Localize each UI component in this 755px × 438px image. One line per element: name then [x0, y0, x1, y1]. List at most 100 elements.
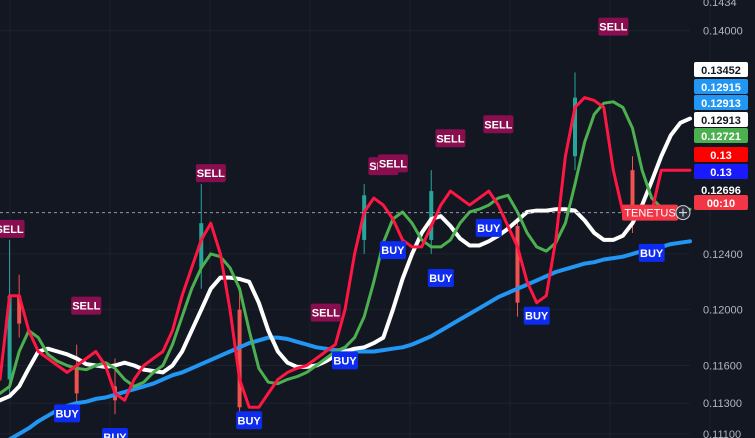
symbol-tag: TENETUS: [622, 204, 691, 221]
buy-signal: BUY: [102, 428, 128, 438]
price-label: 0.13452: [694, 62, 748, 77]
sell-signal: SELL: [377, 154, 408, 173]
price-label: 0.13: [694, 164, 748, 179]
buy-signal: BUY: [54, 404, 81, 423]
price-axis-tick-label: 0.11600: [703, 360, 742, 372]
signal-text: SELL: [72, 301, 100, 313]
signal-box: [598, 17, 629, 36]
price-label-text: 0.12696: [701, 185, 741, 197]
price-label: 0.12696: [694, 182, 748, 197]
price-label-text: 0.12721: [701, 131, 741, 143]
indicator-line-3: [0, 96, 692, 409]
symbol-tag-box: [622, 204, 678, 221]
price-axis-tick-label: 0.12000: [703, 305, 743, 317]
signal-box: [638, 243, 665, 262]
candle-body: [17, 295, 22, 324]
price-label-box: [694, 95, 748, 110]
sell-signal: SELL: [598, 17, 629, 36]
price-label-text: 0.13: [710, 167, 731, 179]
candle-body: [573, 97, 577, 157]
signal-text: BUY: [103, 432, 127, 438]
price-label: 0.13: [694, 147, 748, 162]
price-label-text: 0.13: [710, 150, 731, 162]
signal-box: [475, 218, 502, 237]
signal-text: BUY: [381, 245, 405, 257]
price-label: 0.12721: [694, 128, 748, 143]
signal-box: [236, 411, 263, 430]
signal-text: BUY: [333, 355, 357, 367]
buy-signal: BUY: [332, 351, 358, 370]
signal-text: SELL: [0, 224, 24, 236]
sell-signal: SELL: [435, 129, 466, 148]
signal-box: [377, 154, 408, 173]
signal-box: [71, 296, 102, 315]
candle-body: [429, 191, 434, 240]
buy-signal: BUY: [236, 411, 263, 430]
signal-box: [310, 303, 341, 322]
signal-text: SELL: [379, 158, 407, 170]
add-alert-button[interactable]: [675, 205, 691, 221]
signal-labels: SELL SELL BUY BUY SELL BUY SELL BUY SELL SELL BUY B…: [0, 17, 665, 438]
sell-signal: SELL: [0, 219, 25, 238]
candle-body: [7, 295, 12, 380]
price-label-box: [694, 62, 748, 77]
signal-box: [0, 219, 25, 238]
signal-box: [483, 115, 514, 134]
signal-box: [195, 164, 226, 183]
signal-box: [523, 306, 550, 325]
indicator-line-2: [0, 100, 692, 395]
candle-body: [237, 309, 242, 408]
signal-text: SELL: [599, 22, 627, 34]
sell-signal: SELL: [310, 303, 341, 322]
signal-box: [435, 129, 466, 148]
candle-body: [630, 170, 635, 219]
buy-signal: BUY: [475, 218, 502, 237]
signal-text: BUY: [238, 415, 262, 427]
price-axis-partial-label: 0.1434: [703, 0, 737, 9]
price-label-text: 0.12913: [701, 98, 741, 110]
buy-signal: BUY: [523, 306, 550, 325]
price-label: 0.12913: [694, 112, 748, 127]
signal-box: [102, 428, 128, 438]
price-label-box: [694, 195, 748, 210]
signal-box: [332, 351, 358, 370]
signal-text: BUY: [640, 248, 664, 260]
signal-text: SELL: [484, 119, 512, 131]
price-axis-tick-label: 0.11300: [703, 398, 742, 410]
signal-text: SELL: [436, 133, 464, 145]
price-label: 0.12915: [694, 79, 748, 94]
signal-box: [427, 269, 454, 288]
signal-text: BUY: [55, 408, 79, 420]
price-label-box: [694, 182, 748, 197]
symbol-tag-text: TENETUS: [624, 208, 675, 220]
price-label-box: [694, 147, 748, 162]
price-axis-tick-label: 0.14000: [703, 26, 743, 38]
signal-box: [379, 241, 406, 260]
signal-text: BUY: [429, 273, 453, 285]
signal-text: BUY: [477, 223, 501, 235]
signal-text: SELL: [312, 308, 340, 320]
buy-signal: BUY: [379, 241, 406, 260]
price-label-box: [694, 128, 748, 143]
signal-box: [54, 404, 81, 423]
price-label-text: 0.13452: [701, 65, 741, 77]
price-label-box: [694, 79, 748, 94]
sell-signal: SELL: [483, 115, 514, 134]
price-label: 00:10: [694, 195, 748, 210]
buy-signal: BUY: [638, 243, 665, 262]
sell-signal: SELL: [71, 296, 102, 315]
signal-text: SELL: [197, 168, 225, 180]
price-label-text: 0.12915: [701, 82, 741, 94]
price-axis-tick-label: 0.11100: [703, 429, 741, 438]
price-label-text: 0.12913: [701, 115, 741, 127]
buy-signal: BUY: [427, 269, 454, 288]
price-label-box: [694, 164, 748, 179]
price-axis[interactable]: 0.1434 0.14000 0.12400 0.12000 0.11600 0.1130…: [694, 0, 748, 438]
candle-body: [515, 225, 520, 303]
price-axis-tick-label: 0.12400: [703, 249, 743, 261]
sell-signal: SELL: [195, 164, 226, 183]
candle-body: [199, 223, 204, 268]
price-label: 0.12913: [694, 95, 748, 110]
